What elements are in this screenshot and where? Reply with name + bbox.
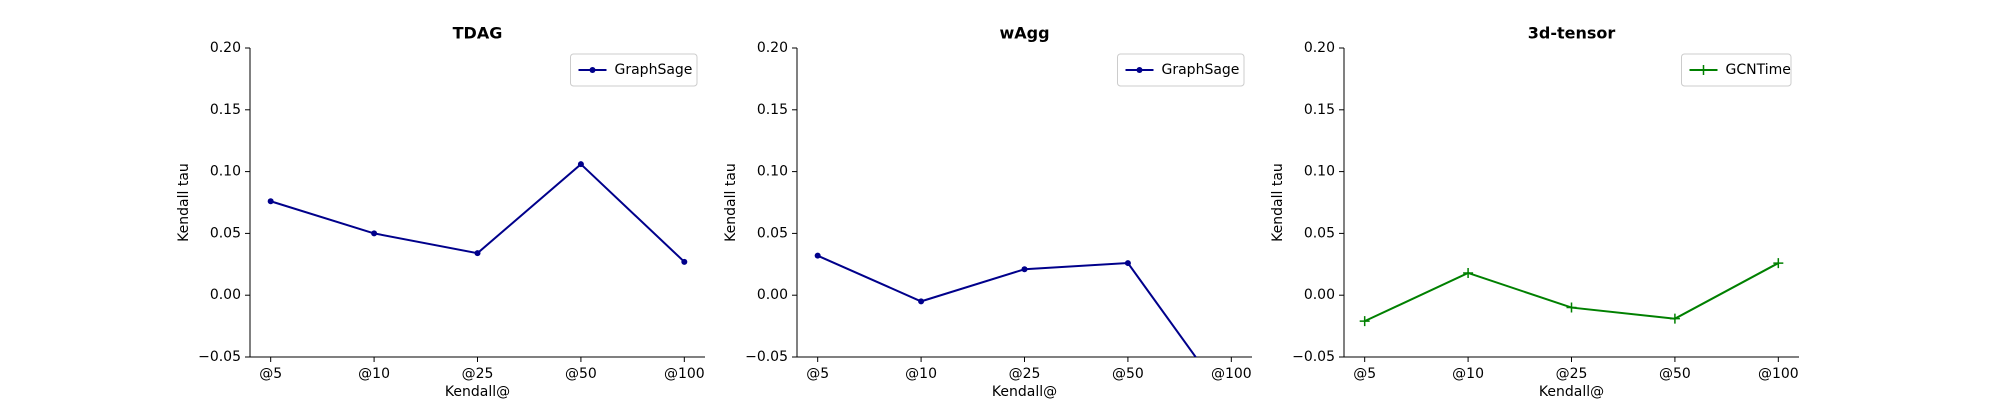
y-tick-label: 0.10 (1304, 164, 1335, 180)
x-axis-label: Kendall@ (1539, 384, 1604, 400)
x-tick-label: @50 (1659, 366, 1691, 382)
x-tick-label: @100 (1758, 366, 1799, 382)
subplot: wAgg Kendall@ Kendall tau −0.05 0.00 0.05 0.10… (723, 24, 1252, 400)
y-axis-label: Kendall tau (723, 163, 739, 242)
subplot: TDAG Kendall@ Kendall tau −0.05 0.00 0.05 0.10… (176, 24, 705, 400)
x-tick-label: @10 (358, 366, 390, 382)
y-tick-label: −0.05 (745, 349, 788, 365)
y-tick-label: 0.05 (210, 225, 241, 241)
marker (577, 161, 584, 168)
x-tick-label: @100 (664, 366, 705, 382)
marker (1669, 313, 1680, 324)
legend-marker (1698, 65, 1709, 75)
legend: GraphSage (1117, 53, 1245, 87)
legend-label: GraphSage (1162, 62, 1240, 78)
legend: GCNTime (1681, 53, 1792, 87)
y-axis-label: Kendall tau (176, 163, 192, 242)
legend-box (1117, 53, 1245, 87)
y-tick-label: 0.20 (210, 40, 241, 56)
marker (1566, 302, 1577, 313)
x-tick-label: @10 (905, 366, 937, 382)
chart-title: 3d-tensor (1528, 24, 1616, 43)
chart-title: TDAG (453, 24, 503, 43)
marker (1463, 267, 1474, 278)
x-axis-label: Kendall@ (445, 384, 510, 400)
y-tick-label: −0.05 (198, 349, 241, 365)
chart-title: wAgg (999, 24, 1049, 43)
marker (474, 250, 481, 257)
x-tick-label: @5 (259, 366, 282, 382)
plot-area (814, 252, 1197, 357)
legend-label: GCNTime (1726, 62, 1791, 78)
x-tick-label: @25 (1556, 366, 1588, 382)
marker (1773, 258, 1784, 269)
y-tick-label: 0.15 (210, 102, 241, 118)
x-tick-label: @25 (1009, 366, 1041, 382)
y-tick-label: 0.00 (1304, 287, 1335, 303)
x-tick-label: @5 (1353, 366, 1376, 382)
x-tick-label: @50 (565, 366, 597, 382)
y-tick-label: 0.15 (757, 102, 788, 118)
marker (814, 252, 821, 259)
marker (371, 230, 378, 237)
legend-box (570, 53, 698, 87)
y-tick-label: 0.20 (757, 40, 788, 56)
marker (681, 258, 688, 265)
y-axis-label: Kendall tau (1270, 163, 1286, 242)
x-tick-label: @100 (1211, 366, 1252, 382)
marker (267, 198, 274, 205)
line (270, 162, 686, 263)
x-tick-label: @10 (1452, 366, 1484, 382)
y-tick-label: 0.00 (210, 287, 241, 303)
legend-marker (1136, 67, 1143, 73)
marker (1124, 260, 1131, 267)
y-tick-label: 0.10 (757, 164, 788, 180)
plot-area (1359, 258, 1784, 327)
y-tick-label: 0.00 (757, 287, 788, 303)
plot-area (267, 161, 688, 265)
x-tick-label: @5 (806, 366, 829, 382)
y-tick-label: 0.05 (1304, 225, 1335, 241)
legend-box (1681, 53, 1792, 87)
x-tick-label: @50 (1112, 366, 1144, 382)
marker (1021, 266, 1028, 273)
marker (918, 298, 925, 305)
legend-marker (589, 67, 596, 73)
x-tick-label: @25 (462, 366, 494, 382)
legend: GraphSage (570, 53, 698, 87)
subplot: 3d-tensor Kendall@ Kendall tau −0.05 0.00 0.0… (1270, 24, 1799, 400)
y-tick-label: 0.15 (1304, 102, 1335, 118)
y-tick-label: −0.05 (1292, 349, 1335, 365)
y-tick-label: 0.20 (1304, 40, 1335, 56)
legend-label: GraphSage (615, 62, 693, 78)
x-axis-label: Kendall@ (992, 384, 1057, 400)
y-tick-label: 0.05 (757, 225, 788, 241)
y-tick-label: 0.10 (210, 164, 241, 180)
marker (1359, 316, 1370, 327)
